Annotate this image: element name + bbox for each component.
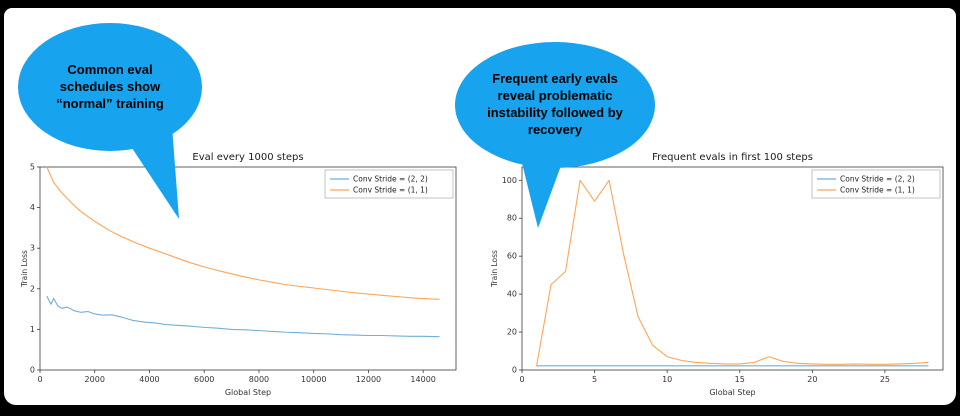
svg-text:1: 1 bbox=[30, 325, 35, 334]
svg-text:25: 25 bbox=[880, 375, 890, 384]
svg-text:Global Step: Global Step bbox=[709, 388, 755, 397]
svg-text:Global Step: Global Step bbox=[225, 388, 271, 397]
svg-text:80: 80 bbox=[507, 214, 517, 223]
svg-text:5: 5 bbox=[592, 375, 597, 384]
svg-text:Train Loss: Train Loss bbox=[490, 250, 499, 288]
svg-text:0: 0 bbox=[519, 375, 524, 384]
right-speech-bubble-body bbox=[455, 42, 655, 168]
svg-text:Eval every 1000 steps: Eval every 1000 steps bbox=[192, 152, 303, 163]
svg-text:2: 2 bbox=[30, 284, 35, 293]
svg-text:20: 20 bbox=[807, 375, 817, 384]
svg-text:Conv Stride = (2, 2): Conv Stride = (2, 2) bbox=[840, 175, 915, 184]
svg-text:0: 0 bbox=[512, 366, 517, 375]
svg-text:20: 20 bbox=[507, 328, 517, 337]
svg-text:Conv Stride = (1, 1): Conv Stride = (1, 1) bbox=[840, 186, 915, 195]
svg-text:8000: 8000 bbox=[249, 375, 269, 384]
svg-text:40: 40 bbox=[507, 290, 517, 299]
right-chart: 0 5 10 15 20 25 0 20 40 60 80 100 Frequent evals in … bbox=[490, 152, 944, 397]
svg-text:Train Loss: Train Loss bbox=[20, 250, 29, 288]
left-chart: 0 2000 4000 6000 8000 10000 12000 14000 0 1 2 3 4 5 Ev… bbox=[20, 152, 457, 397]
svg-text:0: 0 bbox=[37, 375, 42, 384]
svg-text:3: 3 bbox=[30, 244, 35, 253]
svg-text:5: 5 bbox=[30, 163, 35, 172]
svg-text:Frequent evals in first 100 st: Frequent evals in first 100 steps bbox=[652, 152, 813, 163]
left-speech-bubble-tail bbox=[128, 126, 179, 219]
svg-text:60: 60 bbox=[507, 252, 517, 261]
svg-text:Conv Stride = (1, 1): Conv Stride = (1, 1) bbox=[353, 186, 428, 195]
svg-text:14000: 14000 bbox=[410, 375, 435, 384]
svg-text:Conv Stride = (2, 2): Conv Stride = (2, 2) bbox=[353, 175, 428, 184]
left-speech-bubble-body bbox=[18, 23, 202, 151]
svg-text:10: 10 bbox=[662, 375, 672, 384]
right-speech-bubble-tail bbox=[520, 155, 562, 228]
svg-text:15: 15 bbox=[735, 375, 745, 384]
right-chart-container: 0 5 10 15 20 25 0 20 40 60 80 100 Frequent evals in … bbox=[488, 150, 950, 405]
svg-text:4000: 4000 bbox=[139, 375, 159, 384]
svg-text:100: 100 bbox=[502, 176, 517, 185]
left-speech-bubble bbox=[18, 23, 202, 219]
svg-text:4: 4 bbox=[30, 203, 35, 212]
svg-text:0: 0 bbox=[30, 366, 35, 375]
svg-text:12000: 12000 bbox=[356, 375, 381, 384]
right-speech-bubble bbox=[455, 42, 655, 228]
svg-text:2000: 2000 bbox=[85, 375, 105, 384]
left-chart-container: 0 2000 4000 6000 8000 10000 12000 14000 0 1 2 3 4 5 Ev… bbox=[18, 150, 463, 405]
right-speech-bubble-text: Frequent early evals reveal problematic … bbox=[487, 71, 623, 137]
svg-text:6000: 6000 bbox=[194, 375, 214, 384]
svg-text:10000: 10000 bbox=[301, 375, 326, 384]
left-speech-bubble-text: Common eval schedules show “normal” trai… bbox=[56, 62, 164, 111]
